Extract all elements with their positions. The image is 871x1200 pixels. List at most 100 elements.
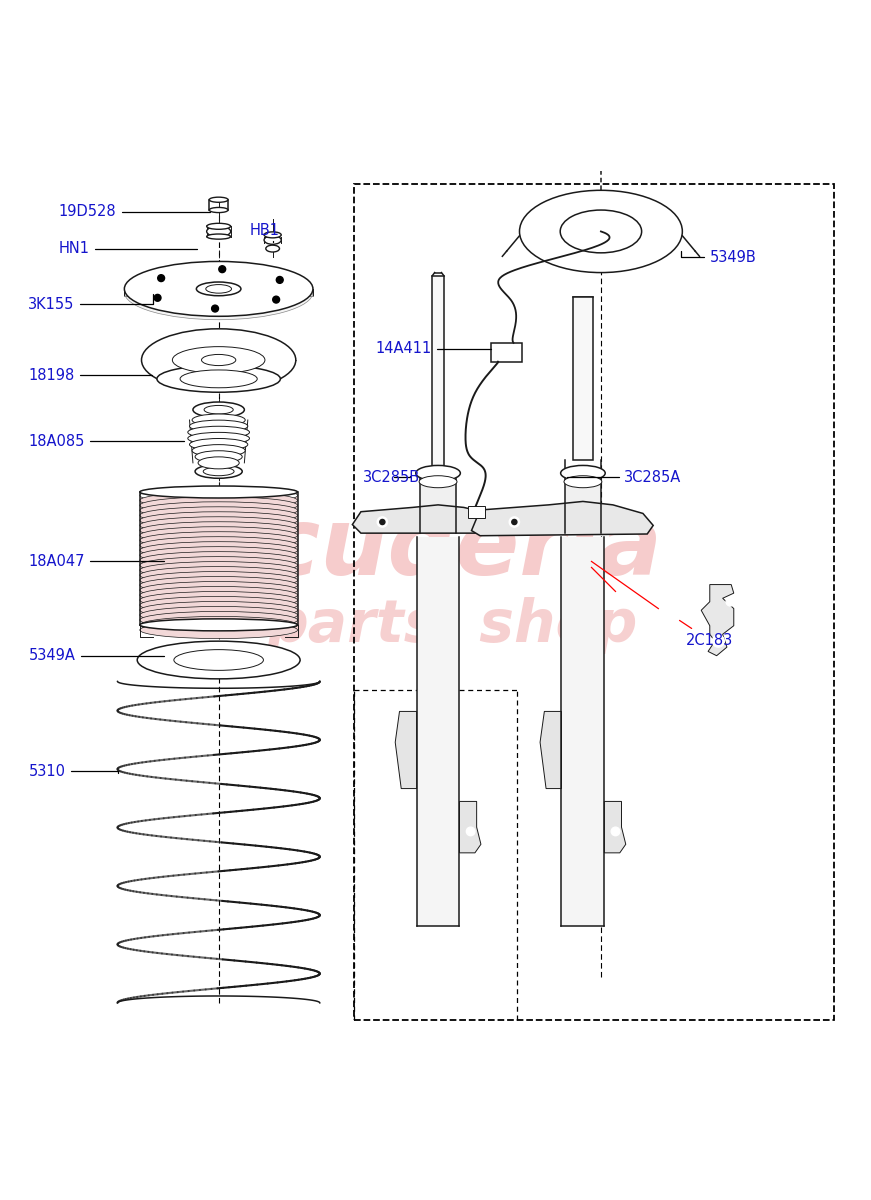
Circle shape	[276, 276, 283, 283]
Ellipse shape	[140, 511, 298, 529]
Ellipse shape	[140, 522, 298, 539]
Ellipse shape	[180, 370, 257, 388]
Ellipse shape	[140, 566, 298, 583]
Ellipse shape	[209, 197, 228, 203]
Ellipse shape	[188, 432, 249, 444]
Text: 5310: 5310	[29, 764, 118, 779]
Text: 18198: 18198	[29, 368, 152, 383]
Ellipse shape	[140, 562, 298, 578]
Text: HN1: HN1	[58, 241, 197, 256]
Bar	[572, 298, 593, 461]
Bar	[432, 276, 444, 473]
Ellipse shape	[140, 582, 298, 599]
Polygon shape	[471, 502, 653, 535]
Ellipse shape	[561, 466, 605, 481]
Circle shape	[158, 275, 165, 282]
Ellipse shape	[140, 622, 298, 638]
Text: 3K155: 3K155	[29, 294, 152, 312]
Ellipse shape	[140, 557, 298, 574]
Text: HB1: HB1	[249, 223, 280, 241]
Circle shape	[219, 265, 226, 272]
Ellipse shape	[140, 617, 298, 634]
Circle shape	[712, 635, 725, 647]
Circle shape	[212, 305, 219, 312]
Ellipse shape	[140, 536, 298, 554]
Circle shape	[510, 517, 519, 527]
Text: 18A085: 18A085	[29, 434, 184, 449]
Ellipse shape	[519, 191, 682, 272]
Bar	[491, 343, 522, 361]
Polygon shape	[460, 802, 481, 853]
Polygon shape	[540, 712, 562, 788]
Ellipse shape	[206, 223, 231, 229]
Ellipse shape	[206, 234, 231, 239]
Ellipse shape	[172, 347, 265, 373]
Ellipse shape	[140, 612, 298, 629]
Ellipse shape	[206, 284, 232, 293]
Text: 5349B: 5349B	[680, 250, 757, 265]
Ellipse shape	[140, 601, 298, 619]
Circle shape	[380, 520, 385, 524]
Ellipse shape	[264, 232, 281, 238]
Circle shape	[611, 827, 620, 835]
Text: 3C285B: 3C285B	[362, 470, 420, 485]
Ellipse shape	[140, 502, 298, 518]
Ellipse shape	[140, 606, 298, 624]
Ellipse shape	[125, 263, 313, 318]
Ellipse shape	[140, 541, 298, 559]
Polygon shape	[701, 584, 733, 655]
Circle shape	[377, 517, 388, 527]
Text: scuderia: scuderia	[208, 503, 663, 594]
Ellipse shape	[140, 487, 298, 504]
Ellipse shape	[201, 354, 236, 366]
Bar	[420, 473, 456, 533]
Bar	[140, 496, 298, 622]
Text: 18A047: 18A047	[29, 554, 165, 569]
Ellipse shape	[140, 517, 298, 534]
Ellipse shape	[140, 596, 298, 613]
Ellipse shape	[206, 227, 231, 236]
Ellipse shape	[415, 466, 461, 481]
Ellipse shape	[138, 641, 300, 679]
Text: 19D528: 19D528	[58, 204, 211, 220]
Ellipse shape	[192, 445, 246, 457]
Ellipse shape	[140, 497, 298, 514]
Text: 14A411: 14A411	[375, 341, 491, 356]
Ellipse shape	[140, 571, 298, 589]
Ellipse shape	[419, 475, 457, 487]
Polygon shape	[353, 505, 498, 533]
Ellipse shape	[198, 457, 240, 469]
Circle shape	[726, 598, 734, 606]
Circle shape	[154, 294, 161, 301]
Ellipse shape	[203, 467, 234, 475]
Text: 5349A: 5349A	[29, 648, 165, 664]
Ellipse shape	[157, 366, 280, 392]
Ellipse shape	[188, 426, 249, 438]
Ellipse shape	[140, 547, 298, 564]
Ellipse shape	[209, 208, 228, 212]
Ellipse shape	[195, 464, 242, 479]
Ellipse shape	[190, 420, 247, 432]
Ellipse shape	[560, 210, 642, 253]
Ellipse shape	[140, 492, 298, 509]
Ellipse shape	[174, 649, 263, 671]
Ellipse shape	[140, 619, 298, 631]
Ellipse shape	[125, 262, 313, 317]
Ellipse shape	[190, 438, 247, 450]
Circle shape	[466, 827, 475, 835]
Ellipse shape	[125, 265, 313, 319]
Bar	[562, 538, 604, 925]
Ellipse shape	[140, 592, 298, 608]
Ellipse shape	[196, 282, 241, 295]
Text: 3C285A: 3C285A	[567, 470, 681, 485]
Ellipse shape	[192, 414, 246, 426]
Bar	[565, 473, 601, 533]
Ellipse shape	[141, 329, 296, 391]
Ellipse shape	[193, 402, 245, 418]
Bar	[416, 538, 460, 925]
Ellipse shape	[140, 552, 298, 569]
Ellipse shape	[140, 506, 298, 524]
Ellipse shape	[140, 527, 298, 544]
Ellipse shape	[266, 245, 280, 252]
Bar	[468, 505, 485, 517]
